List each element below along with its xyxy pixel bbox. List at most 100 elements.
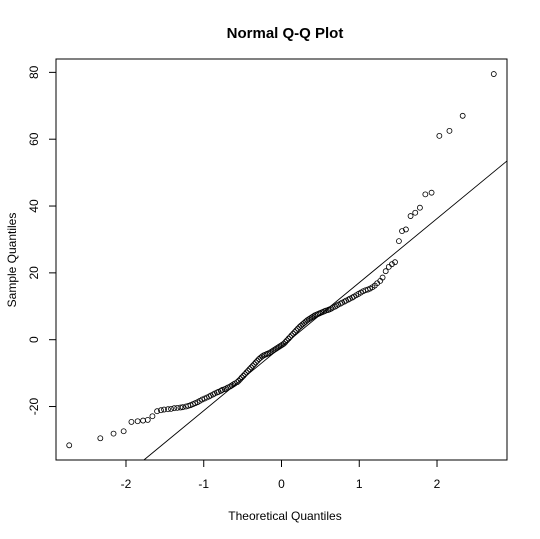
data-point: [120, 428, 127, 435]
data-point: [270, 347, 276, 354]
y-tick-label: 60: [27, 132, 41, 146]
plot-frame: [55, 58, 508, 461]
data-point: [490, 71, 497, 77]
data-point: [417, 204, 423, 211]
y-axis: -20 0 20 40 60 80: [27, 65, 57, 416]
data-point: [389, 261, 395, 268]
data-point: [304, 317, 311, 324]
x-tick-label: -2: [121, 477, 132, 491]
data-point: [110, 430, 117, 437]
data-point: [234, 379, 241, 386]
data-point: [310, 313, 317, 320]
y-tick-label: 40: [27, 199, 41, 213]
data-point: [228, 382, 235, 389]
data-point: [396, 238, 402, 245]
data-point: [254, 357, 261, 364]
x-tick-label: 2: [434, 477, 441, 491]
data-point: [171, 405, 178, 412]
data-point: [305, 316, 312, 323]
data-point: [436, 132, 443, 139]
data-point: [252, 359, 259, 366]
chart-title: Normal Q-Q Plot: [227, 25, 344, 42]
x-tick-label: 1: [356, 477, 363, 491]
data-point: [179, 404, 186, 411]
data-point: [285, 335, 292, 342]
data-point: [240, 372, 247, 379]
plot-area: [66, 71, 508, 461]
x-tick-label: -1: [198, 477, 209, 491]
data-point: [248, 364, 255, 371]
data-point: [219, 386, 226, 393]
y-axis-label: Sample Quantiles: [5, 213, 19, 308]
data-point: [128, 419, 135, 425]
data-point: [308, 314, 315, 321]
data-point: [403, 226, 409, 233]
data-point: [288, 332, 295, 339]
data-point: [144, 416, 151, 423]
data-point: [428, 189, 435, 196]
data-point: [298, 322, 304, 329]
data-point: [140, 417, 146, 424]
data-point: [238, 374, 245, 381]
data-point: [446, 127, 453, 134]
data-point: [266, 349, 273, 356]
data-point: [242, 371, 248, 378]
data-point: [251, 361, 258, 367]
data-point: [165, 406, 171, 413]
data-point: [259, 353, 265, 360]
data-point: [379, 274, 386, 281]
data-point: [392, 259, 398, 266]
data-point: [293, 327, 300, 334]
data-point: [290, 330, 297, 337]
data-point: [322, 307, 329, 314]
data-point: [273, 345, 279, 352]
y-tick-label: -20: [27, 398, 41, 416]
y-tick-label: 0: [27, 336, 41, 343]
data-point: [154, 408, 160, 415]
x-tick-label: 0: [278, 477, 285, 491]
data-point: [385, 263, 392, 270]
data-point: [168, 405, 174, 412]
data-point: [284, 337, 290, 344]
data-point: [301, 320, 307, 326]
data-point: [412, 209, 419, 216]
data-point: [280, 340, 287, 347]
y-tick-label: 20: [27, 266, 41, 280]
data-point: [294, 325, 301, 332]
data-point: [459, 112, 466, 119]
data-point: [174, 404, 181, 411]
data-point: [282, 339, 289, 345]
data-point: [243, 369, 250, 376]
data-point: [274, 344, 281, 351]
data-point: [287, 334, 293, 340]
data-point: [237, 376, 244, 383]
data-point: [227, 383, 234, 390]
data-point: [161, 406, 167, 413]
data-point: [276, 343, 283, 350]
x-axis: -2 -1 0 1 2: [121, 459, 441, 491]
data-point: [249, 362, 256, 369]
data-point: [245, 367, 251, 374]
data-point: [422, 191, 429, 198]
data-point: [307, 315, 314, 322]
data-point: [277, 342, 284, 349]
data-point: [158, 407, 164, 414]
data-point: [235, 377, 242, 384]
data-point: [291, 329, 298, 335]
data-point: [97, 435, 104, 442]
data-point: [268, 348, 275, 355]
data-point: [149, 413, 156, 420]
data-point: [134, 418, 141, 425]
x-axis-label: Theoretical Quantiles: [228, 509, 341, 523]
data-point: [66, 442, 73, 449]
data-point: [332, 303, 339, 310]
data-point: [382, 268, 389, 275]
data-point: [246, 366, 253, 373]
data-point: [407, 213, 414, 219]
y-tick-label: 80: [27, 65, 41, 79]
data-point: [399, 228, 405, 234]
data-point: [271, 346, 278, 353]
data-point: [177, 404, 184, 411]
data-point: [217, 387, 224, 394]
